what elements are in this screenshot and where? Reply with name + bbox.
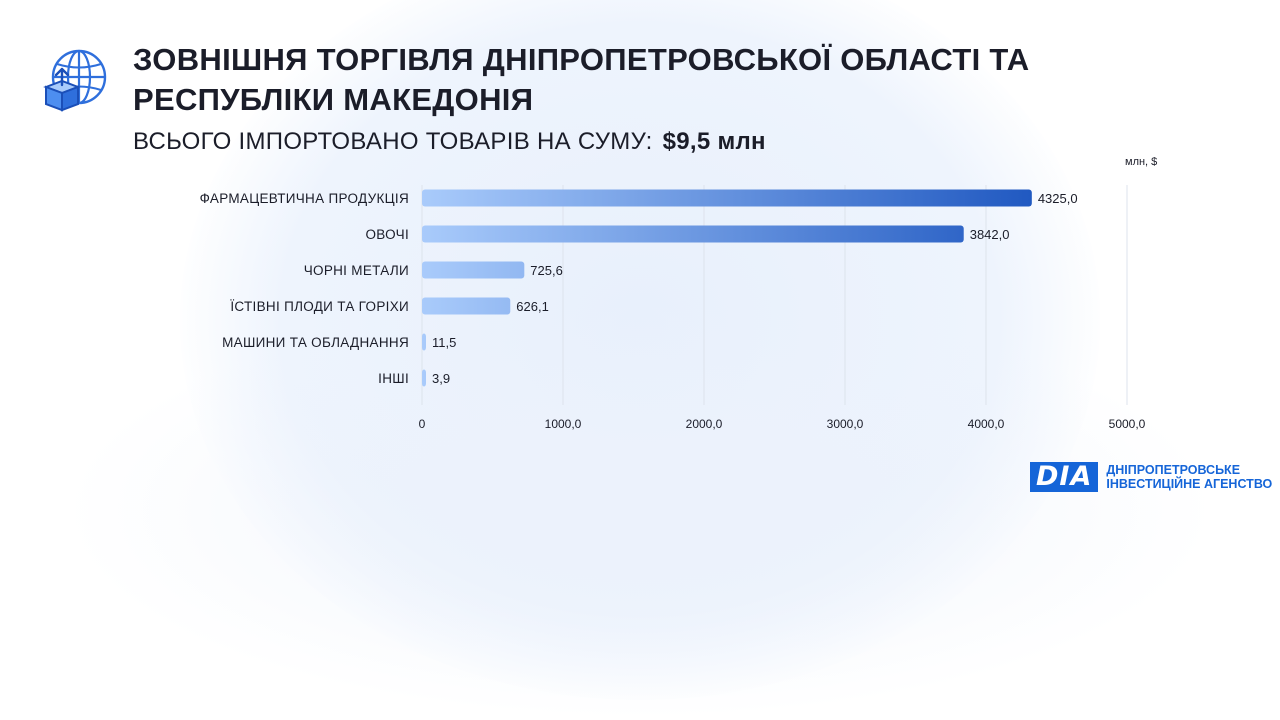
subtitle-prefix: ВСЬОГО ІМПОРТОВАНО ТОВАРІВ НА СУМУ: <box>133 128 653 155</box>
page-subtitle: ВСЬОГО ІМПОРТОВАНО ТОВАРІВ НА СУМУ: $9,5 … <box>133 127 766 157</box>
bars <box>422 189 1032 387</box>
category-label: ІНШІ <box>378 371 409 386</box>
value-label: 11,5 <box>432 335 456 350</box>
value-label: 626,1 <box>516 299 549 314</box>
category-label: МАШИНИ ТА ОБЛАДНАННЯ <box>222 335 409 350</box>
x-tick-label: 2000,0 <box>686 417 723 431</box>
category-label: ОВОЧІ <box>365 227 409 242</box>
bar-chart: ФАРМАЦЕВТИЧНА ПРОДУКЦІЯ ОВОЧІ ЧОРНІ МЕТАЛИ… <box>200 185 1146 431</box>
value-labels: 4325,0 3842,0 725,6 626,1 11,5 3,9 <box>432 191 1078 386</box>
category-label: ФАРМАЦЕВТИЧНА ПРОДУКЦІЯ <box>200 191 409 206</box>
category-label: ЇСТІВНІ ПЛОДИ ТА ГОРІХИ <box>230 299 409 314</box>
subtitle-amount: $9,5 млн <box>662 128 766 155</box>
gridlines <box>421 185 1128 405</box>
category-label: ЧОРНІ МЕТАЛИ <box>304 263 409 278</box>
globe-box-icon <box>43 49 107 112</box>
x-tick-label: 5000,0 <box>1109 417 1146 431</box>
value-label: 3,9 <box>432 371 450 386</box>
dia-logo: DIA ДНІПРОПЕТРОВСЬКЕ ІНВЕСТИЦІЙНЕ АГЕНСТ… <box>1030 462 1272 492</box>
bar <box>422 333 426 351</box>
x-tick-label: 1000,0 <box>545 417 582 431</box>
logo-line-2: ІНВЕСТИЦІЙНЕ АГЕНСТВО <box>1106 477 1273 491</box>
bar <box>422 225 964 243</box>
x-tick-label: 4000,0 <box>968 417 1005 431</box>
value-label: 3842,0 <box>970 227 1010 242</box>
bar <box>422 369 426 387</box>
category-labels: ФАРМАЦЕВТИЧНА ПРОДУКЦІЯ ОВОЧІ ЧОРНІ МЕТАЛИ… <box>200 191 409 386</box>
logo-mark: DIA <box>1030 462 1099 492</box>
bar <box>422 261 525 279</box>
value-label: 4325,0 <box>1038 191 1078 206</box>
value-label: 725,6 <box>530 263 563 278</box>
bar <box>422 189 1032 207</box>
logo-line-1: ДНІПРОПЕТРОВСЬКЕ <box>1106 463 1241 477</box>
x-tick-label: 3000,0 <box>827 417 864 431</box>
logo-text: ДНІПРОПЕТРОВСЬКЕ ІНВЕСТИЦІЙНЕ АГЕНСТВО <box>1106 463 1272 491</box>
unit-label: млн, $ <box>1125 156 1158 168</box>
bar <box>422 297 511 315</box>
page-title: ЗОВНІШНЯ ТОРГІВЛЯ ДНІПРОПЕТРОВСЬКОЇ ОБЛА… <box>133 42 1030 117</box>
x-tick-labels: 0 1000,0 2000,0 3000,0 4000,0 5000,0 <box>419 417 1146 431</box>
x-tick-label: 0 <box>419 417 426 431</box>
